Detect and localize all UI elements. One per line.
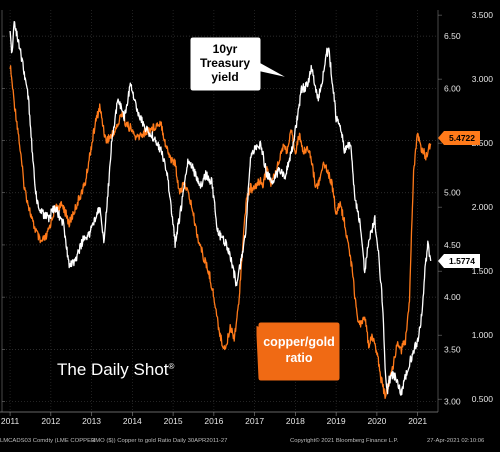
x-tick-label: 2020 [367, 416, 386, 426]
footer-source: LMCADS03 Comdty (LME COPPER [0, 438, 95, 444]
right-tick-label: 2.000 [472, 202, 494, 212]
right-tick-label: 3.500 [472, 10, 494, 20]
treasury-callout-text: 10yr [213, 42, 238, 56]
copper-callout-text: ratio [285, 351, 312, 365]
right-tick-label: 2.500 [472, 138, 494, 148]
right-tick-label: 3.000 [472, 74, 494, 84]
brand-registered-mark: ® [169, 362, 175, 371]
treasury-current-tag-text: 1.5774 [449, 256, 475, 266]
copper-gold-ratio-line [9, 65, 432, 399]
right-tick-label: 0.500 [472, 394, 494, 404]
treasury-yield-line [9, 20, 432, 396]
copper-current-tag-text: 5.4722 [449, 133, 475, 143]
x-tick-label: 2011 [1, 416, 20, 426]
x-tick-label: 2013 [82, 416, 101, 426]
series-lines [9, 20, 432, 399]
footer-series: 3MO ($)) Copper to gold Ratio Daily 30AP… [92, 438, 227, 444]
left-tick-label: 3.00 [444, 397, 461, 407]
x-tick-label: 2016 [204, 416, 223, 426]
x-tick-label: 2015 [164, 416, 183, 426]
copper-current-tag-box [438, 131, 480, 145]
x-tick-label: 2018 [286, 416, 305, 426]
x-axis: 2011 2012 2013 2014 2015 2016 2017 2018 2019 2020… [0, 411, 438, 426]
copper-callout: copper/gold ratio [239, 317, 341, 382]
left-tick-label: 5.00 [444, 188, 461, 198]
treasury-callout-text: Treasury [200, 56, 250, 70]
left-tick-label: 4.00 [444, 292, 461, 302]
left-axis: 3.003.504.004.505.005.506.006.50 [1, 10, 461, 412]
x-tick-label: 2019 [327, 416, 346, 426]
left-tick-label: 3.50 [444, 344, 461, 354]
treasury-current-tag-box [438, 254, 480, 268]
x-tick-label: 2012 [41, 416, 60, 426]
copper-callout-box [239, 317, 341, 382]
x-tick-label: 2021 [408, 416, 427, 426]
brand-logo: The Daily Shot® [57, 360, 175, 379]
copper-callout-text: copper/gold [263, 335, 335, 349]
x-tick-label: 2014 [123, 416, 142, 426]
right-tick-label: 1.500 [472, 266, 494, 276]
current-value-tags: 5.4722 1.5774 [438, 131, 480, 268]
footer-copyright: Copyright© 2021 Bloomberg Finance L.P. [290, 437, 399, 444]
right-axis: 0.500 1.000 1.500 2.000 2.500 3.000 3.500 [437, 10, 494, 412]
left-tick-label: 4.50 [444, 240, 461, 250]
treasury-callout-text: yield [211, 70, 238, 84]
right-tick-label: 1.000 [472, 330, 494, 340]
treasury-callout-box [189, 36, 289, 92]
x-tick-label: 2017 [245, 416, 264, 426]
left-tick-label: 6.50 [444, 31, 461, 41]
left-tick-label: 6.00 [444, 83, 461, 93]
footer-timestamp: 27-Apr-2021 02:10:06 [427, 438, 485, 444]
